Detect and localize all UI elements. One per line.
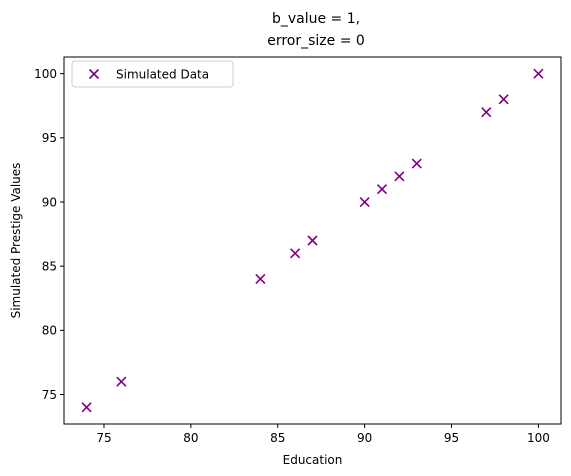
x-tick-label: 90 — [357, 431, 372, 445]
y-tick-label: 95 — [42, 131, 57, 145]
x-axis-ticks: 75 80 85 90 95 100 — [96, 424, 550, 445]
y-tick-label: 90 — [42, 195, 57, 209]
y-tick-label: 75 — [42, 388, 57, 402]
data-point — [359, 196, 370, 208]
x-tick-label: 100 — [527, 431, 550, 445]
data-point — [533, 68, 544, 79]
data-point — [411, 158, 422, 169]
y-tick-label: 85 — [42, 259, 57, 273]
data-point — [290, 248, 301, 259]
data-point — [481, 107, 492, 118]
chart-title-line-1: b_value = 1, — [272, 11, 360, 27]
data-point — [307, 235, 318, 246]
y-axis-ticks: 75 80 85 90 95 100 — [34, 67, 64, 402]
data-point — [498, 94, 509, 105]
plot-marks — [81, 68, 544, 413]
legend-box — [71, 60, 234, 88]
chart-title-line-2: error_size = 0 — [267, 33, 365, 49]
x-tick-label: 75 — [96, 431, 111, 445]
y-tick-label: 100 — [34, 67, 57, 81]
data-point — [81, 402, 92, 413]
y-axis-label: Simulated Prestige Values — [9, 163, 23, 319]
y-tick-label: 80 — [42, 324, 57, 338]
legend-marker — [88, 68, 100, 80]
legend: Simulated Data — [71, 60, 234, 88]
legend-x-marker-icon — [88, 68, 100, 80]
x-tick-label: 80 — [183, 431, 198, 445]
data-point — [394, 171, 405, 182]
legend-label: Simulated Data — [116, 68, 209, 82]
x-tick-label: 95 — [444, 431, 459, 445]
data-point — [376, 184, 388, 195]
data-point — [255, 273, 266, 285]
plot-area-frame — [63, 56, 562, 425]
x-axis-label: Education — [283, 453, 343, 467]
data-point — [116, 376, 127, 387]
x-tick-label: 85 — [270, 431, 285, 445]
